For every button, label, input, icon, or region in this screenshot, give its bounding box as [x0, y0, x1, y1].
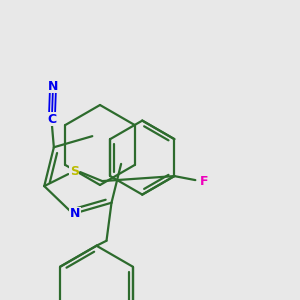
Text: C: C — [47, 113, 56, 126]
Text: F: F — [200, 175, 208, 188]
Text: N: N — [48, 80, 58, 93]
Text: N: N — [70, 207, 80, 220]
Text: S: S — [70, 165, 79, 178]
